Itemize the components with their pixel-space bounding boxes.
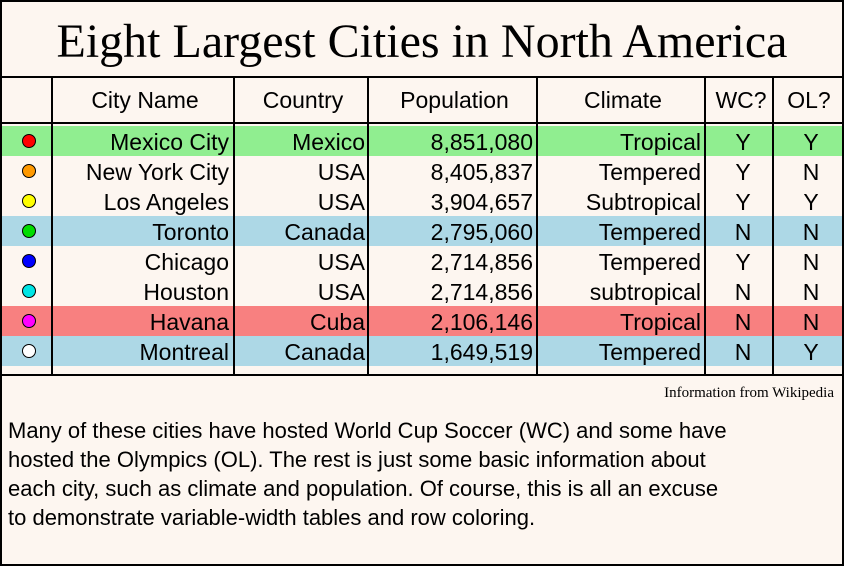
city-name: Chicago — [144, 249, 229, 275]
table-bottom-divider — [0, 374, 844, 376]
country: USA — [317, 279, 365, 305]
world-cup-flag: Y — [735, 249, 751, 275]
city-color-dot — [22, 284, 36, 298]
paragraph-line: to demonstrate variable-width tables and… — [8, 505, 536, 530]
city-name: Houston — [143, 279, 229, 305]
city-color-dot — [22, 344, 36, 358]
city-name: Havana — [149, 309, 229, 335]
climate: Tempered — [598, 339, 701, 365]
climate: Subtropical — [585, 189, 701, 215]
world-cup-flag: N — [734, 279, 752, 305]
paragraph-line: each city, such as climate and populatio… — [8, 476, 719, 501]
country: USA — [317, 159, 365, 185]
olympics-flag: N — [802, 249, 820, 275]
city-color-dot — [22, 194, 36, 208]
olympics-flag: Y — [803, 339, 819, 365]
header-wc: WC? — [715, 87, 767, 113]
city-color-dot — [22, 224, 36, 238]
olympics-flag: N — [802, 219, 820, 245]
country: USA — [317, 189, 365, 215]
table-row: New York City USA 8,405,837 Tempered Y N — [2, 156, 842, 186]
table-row: Toronto Canada 2,795,060 Tempered N N — [2, 216, 842, 246]
paragraph-line: Many of these cities have hosted World C… — [8, 418, 727, 443]
city-name: Montreal — [139, 339, 229, 365]
world-cup-flag: Y — [735, 189, 751, 215]
world-cup-flag: Y — [735, 129, 751, 155]
world-cup-flag: N — [734, 219, 752, 245]
table-row: Los Angeles USA 3,904,657 Subtropical Y … — [2, 186, 842, 216]
city-color-dot — [22, 314, 36, 328]
world-cup-flag: Y — [735, 159, 751, 185]
population: 8,405,837 — [430, 159, 533, 185]
population: 2,106,146 — [430, 309, 533, 335]
population: 1,649,519 — [430, 339, 533, 365]
page-title: Eight Largest Cities in North America — [56, 15, 788, 68]
country: Canada — [284, 219, 365, 245]
header-ol: OL? — [787, 87, 831, 113]
source-note: Information from Wikipedia — [664, 385, 834, 401]
country: USA — [317, 249, 365, 275]
city-name: New York City — [85, 159, 229, 185]
city-color-dot — [22, 254, 36, 268]
header-climate: Climate — [584, 87, 662, 113]
column-divider — [51, 78, 53, 376]
column-divider — [367, 78, 369, 376]
city-name: Mexico City — [110, 129, 229, 155]
climate: Tempered — [598, 159, 701, 185]
table-row: Houston USA 2,714,856 subtropical N N — [2, 276, 842, 306]
column-divider — [536, 78, 538, 376]
header-divider — [0, 122, 844, 124]
description-paragraph: Many of these cities have hosted World C… — [8, 416, 838, 532]
olympics-flag: Y — [803, 129, 819, 155]
olympics-flag: N — [802, 159, 820, 185]
olympics-flag: N — [802, 309, 820, 335]
climate: Tempered — [598, 249, 701, 275]
column-divider — [233, 78, 235, 376]
title-divider — [0, 76, 844, 78]
world-cup-flag: N — [734, 309, 752, 335]
header-population: Population — [400, 87, 509, 113]
table-row: Chicago USA 2,714,856 Tempered Y N — [2, 246, 842, 276]
country: Cuba — [310, 309, 365, 335]
table-row: Mexico City Mexico 8,851,080 Tropical Y … — [2, 126, 842, 156]
header-city-name: City Name — [91, 87, 199, 113]
population: 2,795,060 — [430, 219, 533, 245]
climate: Tropical — [620, 309, 701, 335]
population: 8,851,080 — [430, 129, 533, 155]
climate: Tropical — [620, 129, 701, 155]
city-color-dot — [22, 164, 36, 178]
population: 2,714,856 — [430, 249, 533, 275]
column-divider — [772, 78, 774, 376]
table-row: Montreal Canada 1,649,519 Tempered N Y — [2, 336, 842, 366]
city-name: Los Angeles — [103, 189, 229, 215]
city-color-dot — [22, 134, 36, 148]
climate: subtropical — [589, 279, 701, 305]
column-divider — [704, 78, 706, 376]
header-country: Country — [262, 87, 344, 113]
climate: Tempered — [598, 219, 701, 245]
population: 2,714,856 — [430, 279, 533, 305]
world-cup-flag: N — [734, 339, 752, 365]
city-name: Toronto — [152, 219, 229, 245]
country: Mexico — [292, 129, 365, 155]
paragraph-line: hosted the Olympics (OL). The rest is ju… — [8, 447, 706, 472]
population: 3,904,657 — [430, 189, 533, 215]
country: Canada — [284, 339, 365, 365]
olympics-flag: N — [802, 279, 820, 305]
table-row: Havana Cuba 2,106,146 Tropical N N — [2, 306, 842, 336]
olympics-flag: Y — [803, 189, 819, 215]
